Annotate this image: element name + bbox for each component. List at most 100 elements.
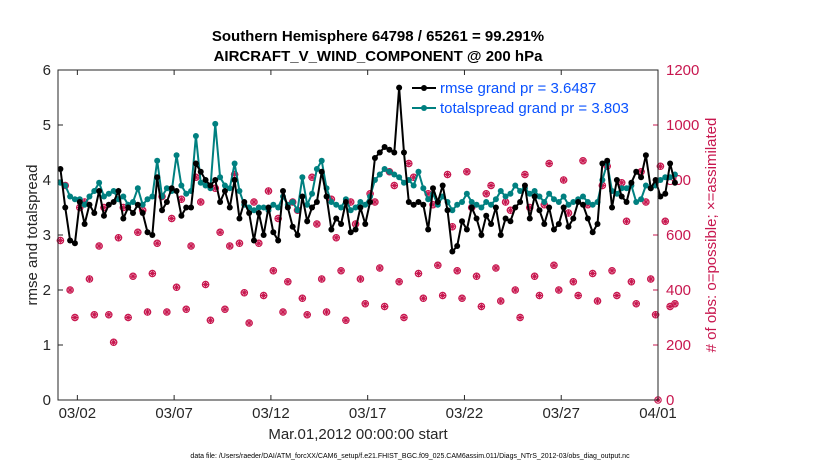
totalspread-point: [275, 204, 282, 211]
totalspread-point: [352, 204, 359, 211]
totalspread-point: [376, 171, 383, 178]
rmse-point: [410, 201, 417, 208]
rmse-point: [333, 215, 340, 222]
totalspread-point: [96, 179, 103, 186]
rmse-point: [521, 182, 528, 189]
obs-assimilated-point: [429, 201, 437, 209]
obs-assimilated-point: [574, 291, 582, 300]
totalspread-point: [250, 207, 257, 214]
rmse-point: [376, 149, 383, 156]
rmse-point: [318, 168, 325, 175]
rmse-point: [86, 201, 93, 208]
y-tick-label: 3: [43, 227, 51, 244]
obs-assimilated-point: [661, 217, 669, 225]
rmse-point: [265, 204, 272, 211]
obs-assimilated-point: [439, 291, 447, 300]
x-tick-label: 04/01: [639, 405, 677, 422]
totalspread-point: [463, 190, 470, 197]
obs-assimilated-point: [501, 198, 510, 206]
totalspread-point: [105, 190, 112, 197]
rmse-point: [149, 232, 156, 238]
rmse-point: [342, 199, 349, 205]
obs-assimilated-point: [110, 338, 118, 346]
obs-assimilated-point: [405, 159, 413, 168]
totalspread-point: [294, 207, 301, 214]
obs-assimilated-point: [560, 176, 568, 184]
obs-assimilated-point: [129, 272, 137, 280]
rmse-point: [275, 237, 282, 244]
rmse-point: [599, 160, 606, 167]
rmse-point: [139, 210, 146, 216]
rmse-point: [130, 210, 136, 216]
obs-assimilated-point: [424, 190, 432, 198]
obs-assimilated-point: [356, 275, 365, 283]
x-tick-label: 03/27: [542, 405, 580, 422]
rmse-point: [105, 201, 112, 208]
totalspread-point: [86, 193, 93, 200]
totalspread-point: [584, 199, 591, 205]
rmse-point: [125, 204, 132, 211]
y-tick-label: 6: [43, 62, 51, 79]
rmse-point: [584, 215, 591, 222]
y-right-tick-label: 600: [666, 227, 691, 244]
rmse-point: [255, 210, 262, 216]
rmse-point: [483, 212, 490, 219]
rmse-point: [231, 177, 238, 183]
obs-assimilated-point: [303, 311, 311, 319]
totalspread-point: [212, 120, 219, 127]
rmse-point: [134, 201, 141, 208]
totalspread-point: [130, 199, 136, 205]
rmse-point: [67, 237, 74, 244]
rmse-point: [657, 193, 664, 200]
rmse-point: [444, 207, 451, 214]
rmse-point: [638, 174, 645, 181]
y-tick-label: 2: [43, 282, 51, 299]
y-axis-right-label: # of obs: o=possible; ×=assimilated: [703, 118, 720, 353]
rmse-point: [609, 204, 616, 211]
totalspread-point: [623, 185, 630, 192]
rmse-point: [163, 199, 170, 205]
obs-assimilated-point: [240, 289, 248, 297]
rmse-point: [604, 157, 611, 164]
totalspread-point: [546, 190, 553, 197]
rmse-point: [391, 149, 398, 156]
obs-assimilated-point: [656, 162, 665, 170]
rmse-point: [241, 199, 248, 205]
obs-assimilated-point: [622, 217, 631, 225]
obs-assimilated-point: [487, 181, 495, 190]
totalspread-point: [589, 201, 596, 208]
plot-background: [58, 70, 658, 400]
rmse-point: [371, 155, 378, 161]
obs-assimilated-point: [235, 239, 244, 247]
rmse-point: [488, 221, 495, 227]
rmse-point: [260, 232, 267, 238]
obs-assimilated-point: [347, 198, 355, 206]
obs-assimilated-point: [100, 203, 108, 212]
rmse-point: [526, 215, 533, 222]
y-right-tick-label: 0: [666, 392, 674, 409]
legend-spread-label: totalspread grand pr = 3.803: [440, 100, 629, 117]
totalspread-point: [236, 188, 243, 194]
totalspread-point: [526, 190, 533, 197]
rmse-point: [183, 204, 190, 211]
obs-assimilated-point: [511, 286, 519, 294]
rmse-point: [144, 229, 151, 236]
obs-assimilated-point: [313, 220, 321, 228]
legend-spread-marker: [421, 105, 427, 111]
obs-assimilated-point: [545, 159, 553, 168]
obs-assimilated-point: [371, 198, 379, 206]
obs-assimilated-point: [376, 264, 384, 272]
totalspread-point: [338, 204, 345, 211]
rmse-point: [667, 160, 674, 167]
rmse-point: [76, 199, 83, 205]
obs-assimilated-point: [569, 278, 577, 286]
obs-assimilated-point: [651, 311, 660, 319]
rmse-point: [575, 199, 582, 205]
rmse-point: [313, 199, 320, 205]
obs-assimilated-point: [124, 313, 132, 322]
obs-assimilated-point: [177, 195, 185, 203]
obs-assimilated-point: [593, 297, 602, 305]
obs-assimilated-point: [245, 319, 253, 327]
obs-assimilated-point: [264, 187, 273, 195]
